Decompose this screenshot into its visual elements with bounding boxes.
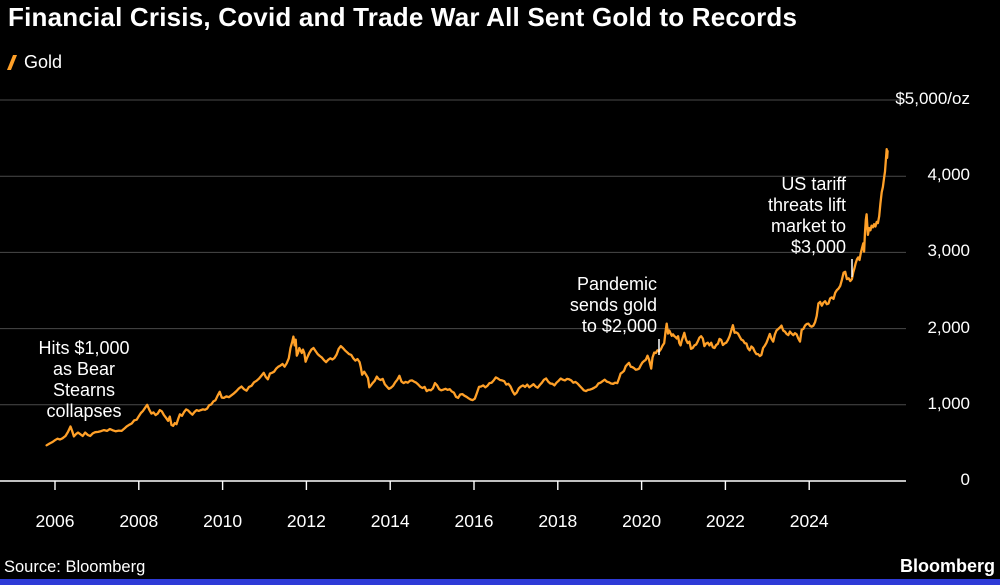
annotation-us-tariffs: US tariff threats lift market to $3,000 [767, 174, 846, 257]
y-tick-label: 2,000 [927, 317, 970, 337]
legend-label-gold: Gold [24, 52, 63, 72]
annotation-pandemic: Pandemic sends gold to $2,000 [569, 274, 657, 336]
x-tick-label: 2016 [454, 511, 494, 531]
chart-title: Financial Crisis, Covid and Trade War Al… [8, 2, 798, 32]
x-tick-label: 2024 [789, 511, 829, 531]
annotation-bear-stearns: Hits $1,000 as Bear Stearns collapses [38, 338, 130, 421]
y-tick-label: 3,000 [927, 241, 970, 261]
bloomberg-logo: Bloomberg [899, 556, 995, 576]
x-tick-label: 2008 [119, 511, 159, 531]
x-tick-label: 2006 [35, 511, 75, 531]
legend: Gold [6, 52, 63, 73]
x-tick-label: 2010 [203, 511, 243, 531]
x-tick-label: 2022 [705, 511, 745, 531]
y-tick-label: 1,000 [927, 393, 970, 413]
y-tick-label: 4,000 [927, 165, 970, 185]
accent-bar [0, 579, 1000, 585]
gold-price-line [45, 147, 889, 447]
y-tick-label: $5,000/oz [895, 89, 970, 108]
y-tick-label: 0 [960, 470, 970, 489]
x-tick-label: 2020 [622, 511, 662, 531]
x-tick-label: 2014 [370, 511, 410, 531]
source-note: Source: Bloomberg [4, 558, 146, 576]
x-tick-label: 2012 [286, 511, 326, 531]
x-tick-label: 2018 [538, 511, 578, 531]
